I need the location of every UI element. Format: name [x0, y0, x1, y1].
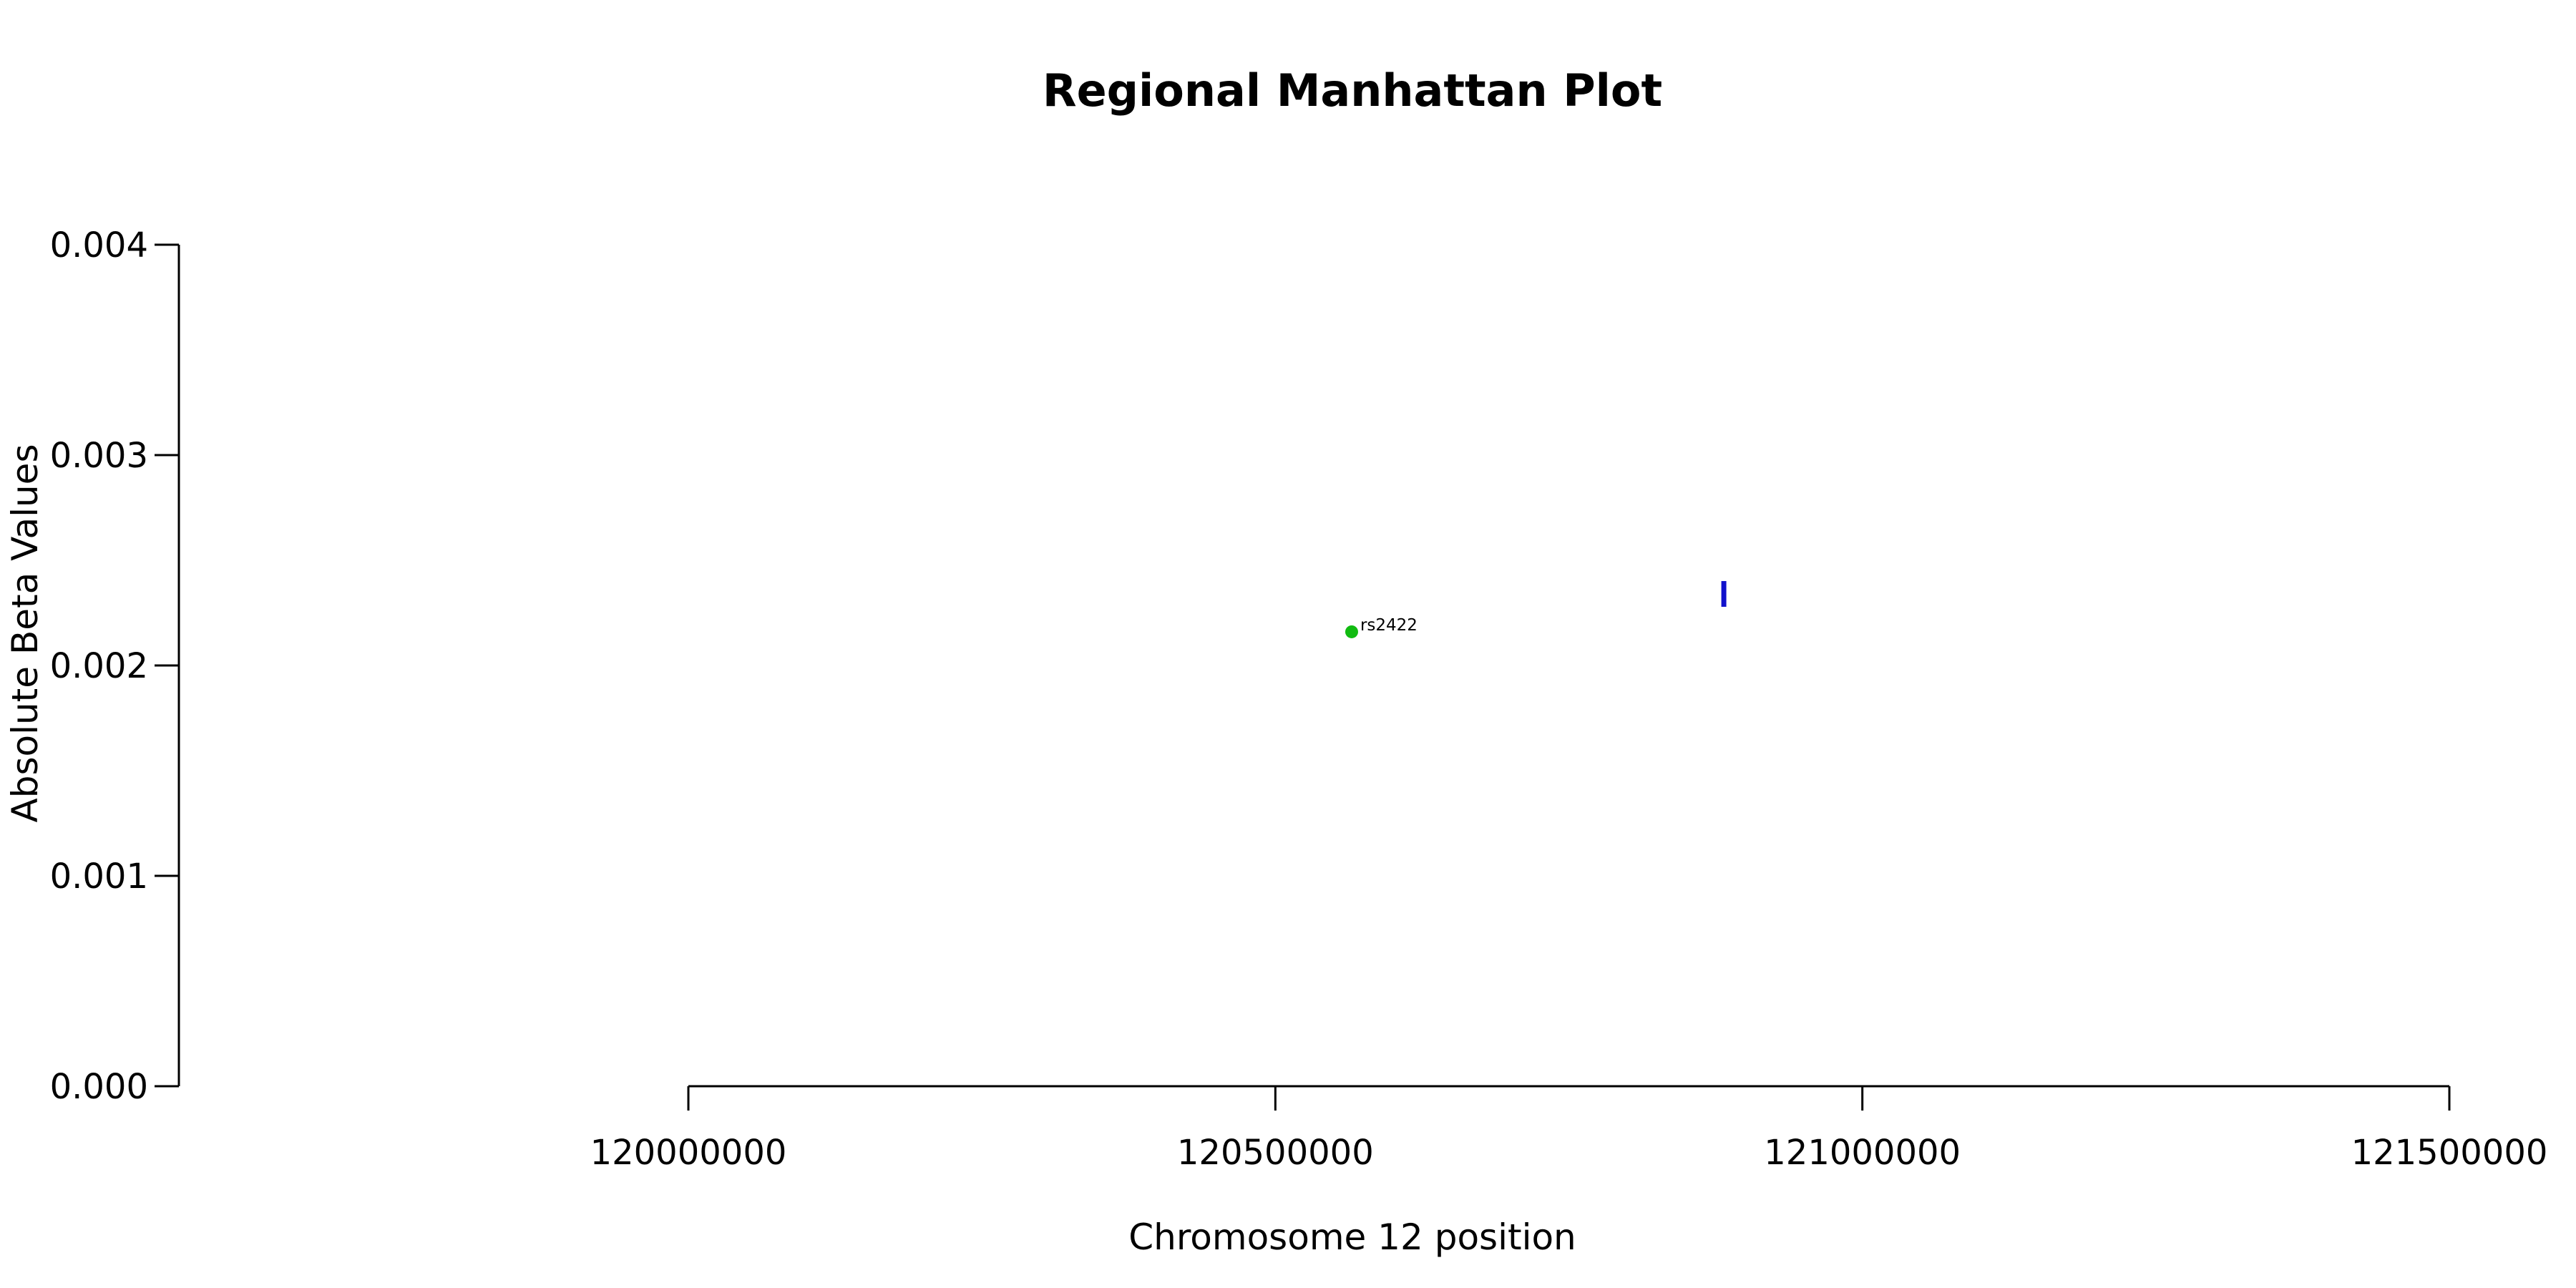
- chart-title: Regional Manhattan Plot: [1043, 64, 1662, 117]
- x-tick-label: 120000000: [590, 1133, 787, 1173]
- y-tick-label: 0.001: [50, 857, 148, 897]
- data-points: rs2422: [1345, 581, 1727, 638]
- x-axis-label: Chromosome 12 position: [1128, 1216, 1576, 1258]
- y-axis-ticks: 0.000 0.001 0.002 0.003 0.004: [50, 225, 179, 1107]
- snp-point-label: rs2422: [1360, 616, 1418, 635]
- y-tick-label: 0.000: [50, 1067, 148, 1107]
- y-tick-label: 0.003: [50, 436, 148, 476]
- x-tick-label: 120500000: [1177, 1133, 1374, 1173]
- snp-point: [1345, 625, 1358, 638]
- snp-marker-bar: [1721, 581, 1727, 608]
- x-tick-label: 121000000: [1764, 1133, 1961, 1173]
- x-axis-ticks: 120000000 120500000 121000000 121500000: [590, 1086, 2548, 1173]
- y-tick-label: 0.004: [50, 225, 148, 265]
- y-axis-label: Absolute Beta Values: [4, 444, 46, 823]
- y-tick-label: 0.002: [50, 646, 148, 686]
- x-tick-label: 121500000: [2351, 1133, 2548, 1173]
